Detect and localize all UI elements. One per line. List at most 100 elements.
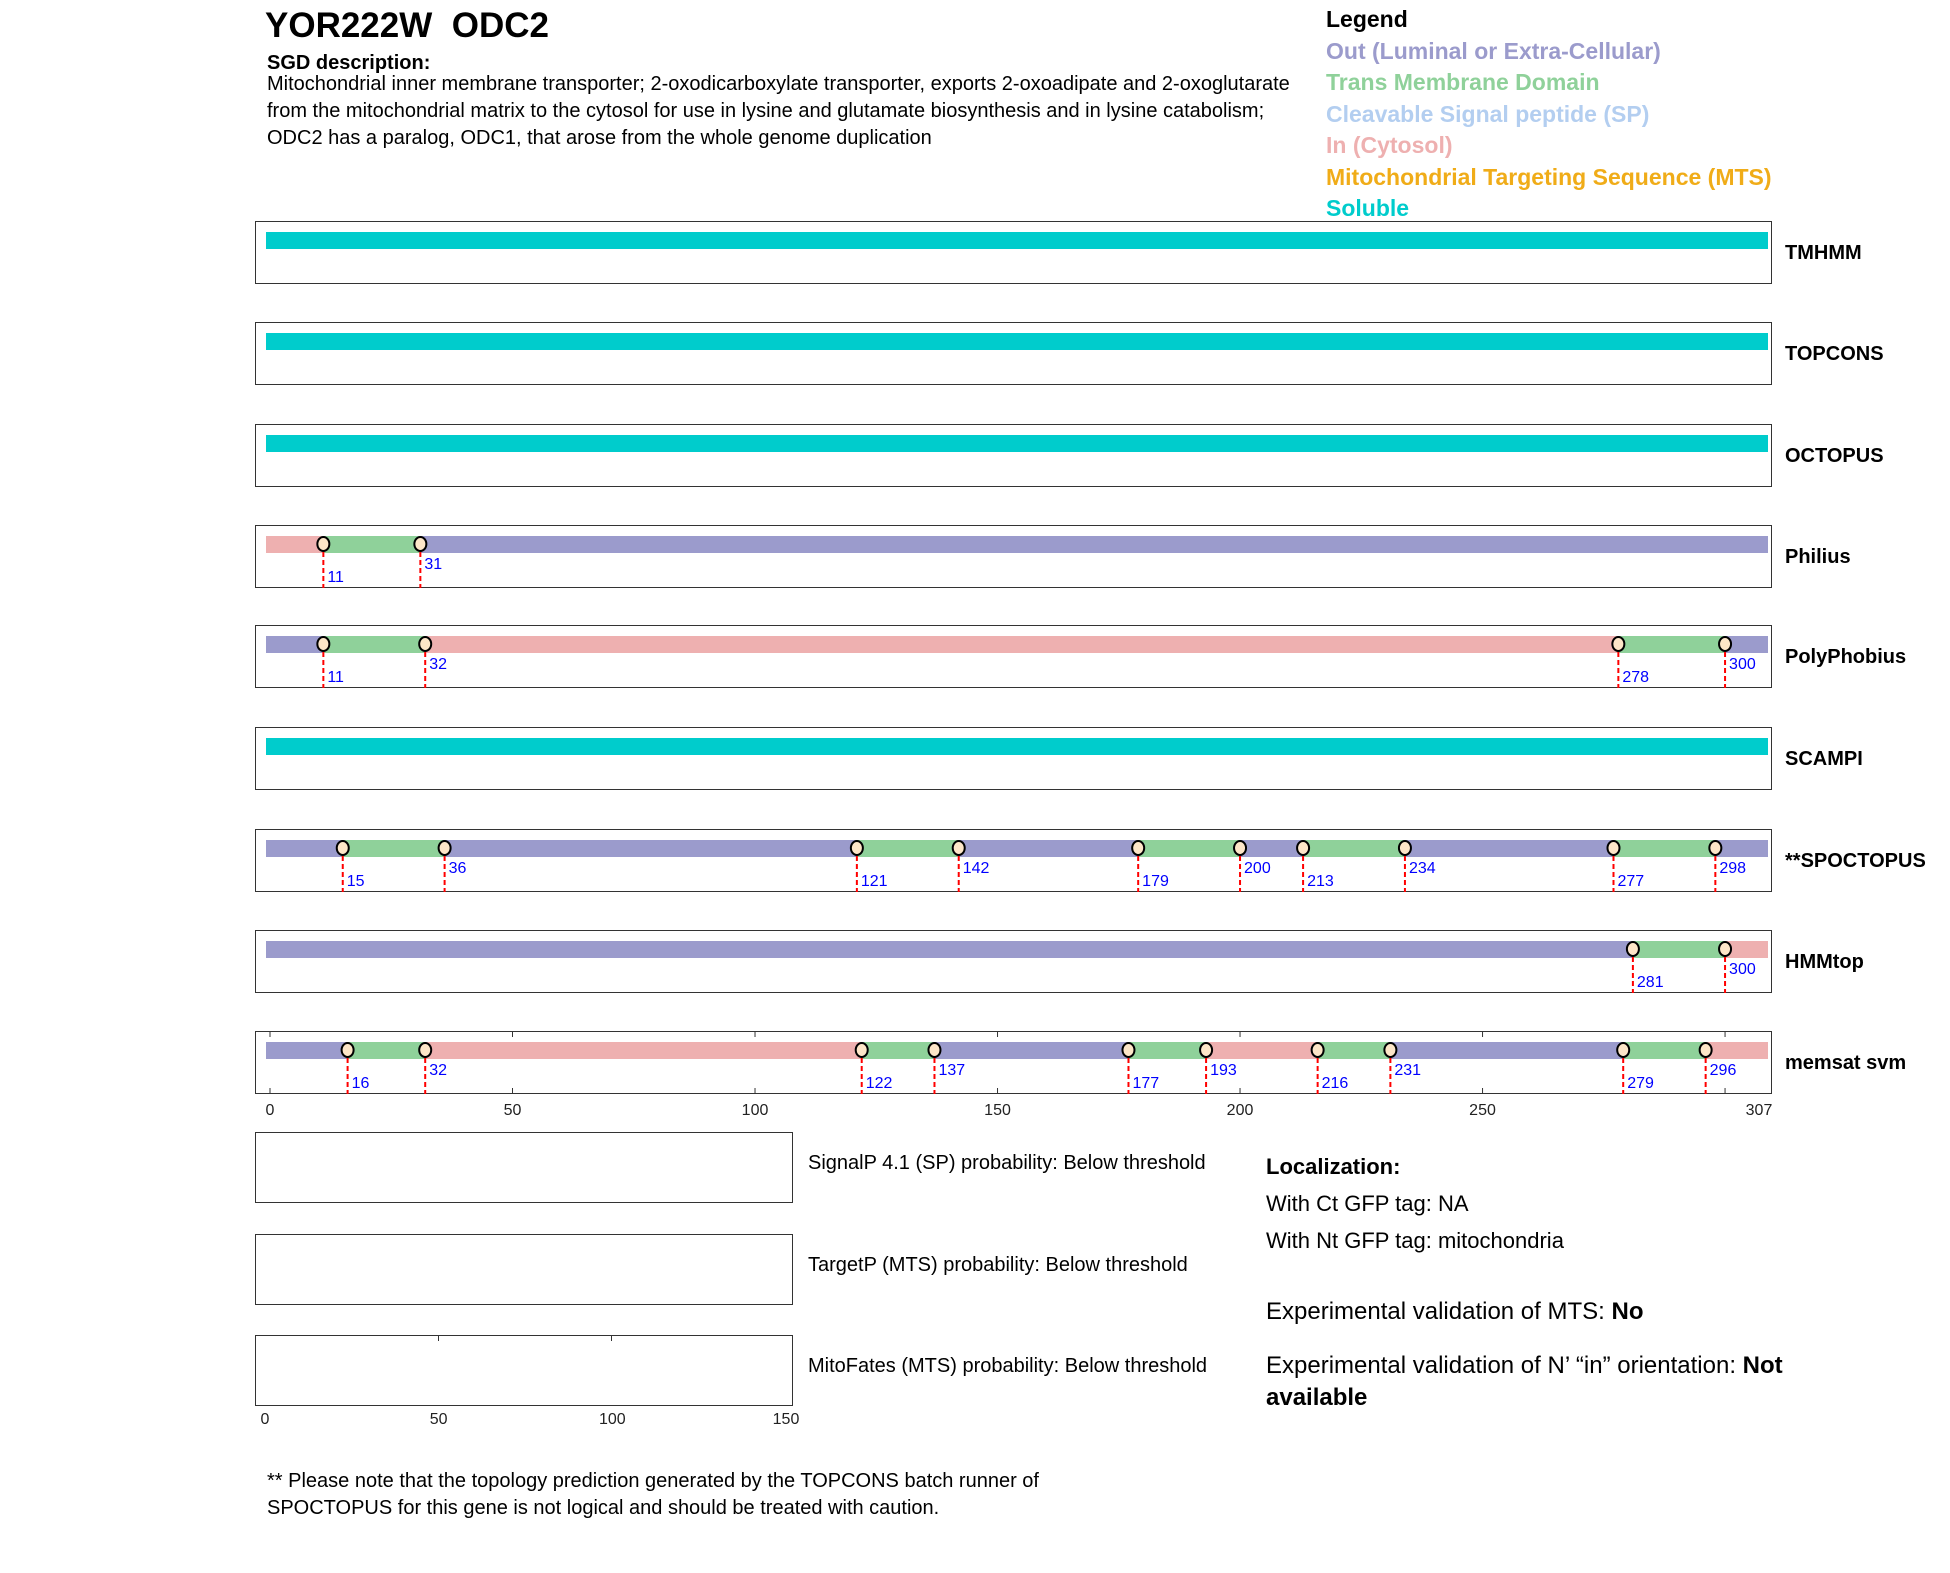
boundary-label: 36 [448,860,466,877]
boundary-marker [1717,940,1732,957]
boundary-label: 31 [424,556,442,573]
boundary-label: 300 [1729,656,1756,673]
boundary-marker [437,839,452,856]
boundary-label: 11 [327,669,344,686]
segment-tm [342,839,445,857]
segment-tm [861,1041,934,1059]
sgd-heading: SGD description: [267,52,431,74]
boundary-marker [951,839,966,856]
localization-heading: Localization: [1266,1154,1401,1179]
boundary-marker [1698,1041,1713,1058]
segment-out [265,1041,348,1059]
legend-item-tm: Trans Membrane Domain [1326,69,1600,95]
boundary-label: 179 [1142,873,1169,890]
segment-tm [1622,1041,1706,1059]
segment-tm [1617,635,1725,653]
axis-tick-label: 0 [265,1102,275,1119]
mts-validation-value: No [1611,1298,1644,1325]
caution-note: ** Please note that the topology predict… [267,1470,1039,1519]
boundary-marker [1120,1041,1135,1058]
axis-tick-label: 100 [741,1102,769,1119]
segment-tm [322,635,425,653]
track-panel-hmmtop: 281 300 [255,930,1772,993]
boundary-marker [1625,940,1640,957]
boundary-marker [1310,1041,1325,1058]
boundary-marker [1397,839,1412,856]
boundary-marker [412,535,427,552]
mts-validation-label: Experimental validation of MTS: [1266,1298,1612,1325]
track-label: Philius [1785,546,1851,568]
boundary-marker [1610,635,1625,652]
boundary-label: 122 [865,1075,892,1092]
boundary-label: 216 [1321,1075,1348,1092]
boundary-label: 279 [1627,1075,1654,1092]
segment-in [1205,1041,1318,1059]
sgd-description: Mitochondrial inner membrane transporter… [267,73,1290,149]
track-label: TMHMM [1785,242,1862,264]
boundary-label: 296 [1709,1062,1736,1079]
localization: Localization: With Ct GFP tag: NA With N… [1266,1148,1826,1414]
boundary-marker [417,635,432,652]
mts-validation: Experimental validation of MTS: No [1266,1293,1826,1330]
boundary-label: 137 [938,1062,965,1079]
boundary-marker [1130,839,1145,856]
axis-gridtick [437,1336,439,1341]
small-axis-tick-label: 0 [260,1411,270,1428]
track-panel-philius: 11 31 [255,525,1772,588]
legend-title: Legend [1326,6,1408,32]
boundary-marker [1707,839,1722,856]
segment-tm [1302,839,1405,857]
boundary-marker [1382,1041,1397,1058]
boundary-marker [340,1041,355,1058]
segment-tm [856,839,959,857]
boundary-label: 32 [429,656,447,673]
track-label: OCTOPUS [1785,445,1884,467]
segment-tm [1137,839,1240,857]
segment-out [444,839,857,857]
page-title: YOR222W ODC2 [265,6,549,45]
boundary-label: 193 [1210,1062,1237,1079]
track-panel-memsatsvm: 16 32 122 137 177 193 216 231 279 296 [255,1030,1772,1094]
probability-label: TargetP (MTS) probability: Below thresho… [808,1254,1188,1276]
probability-label: MitoFates (MTS) probability: Below thres… [808,1355,1208,1377]
segment-tm [1127,1041,1206,1059]
legend-item-in: In (Cytosol) [1326,132,1453,158]
boundary-label: 213 [1307,873,1334,890]
axis-gridtick [611,1336,613,1341]
nt-gfp: With Nt GFP tag: mitochondria [1266,1228,1564,1253]
boundary-label: 16 [351,1075,369,1092]
segment-in [424,1041,862,1059]
probability-label: SignalP 4.1 (SP) probability: Below thre… [808,1152,1206,1174]
boundary-marker [1605,839,1620,856]
boundary-label: 142 [962,860,989,877]
orientation-validation: Experimental validation of N’ “in” orien… [1266,1350,1826,1414]
legend-item-mts: Mitochondrial Targeting Sequence (MTS) [1326,163,1772,190]
boundary-marker [926,1041,941,1058]
boundary-label: 121 [860,873,887,890]
track-panel-scampi [255,727,1772,790]
segment-tm [347,1041,425,1059]
boundary-label: 234 [1408,860,1435,877]
ct-gfp: With Ct GFP tag: NA [1266,1191,1469,1216]
segment-in [424,635,1618,653]
segment-in [1724,940,1768,958]
axis-tick-label: 250 [1469,1102,1496,1119]
orientation-label: Experimental validation of N’ “in” orien… [1266,1352,1743,1379]
segment-out [1239,839,1303,857]
legend-item-out: Out (Luminal or Extra-Cellular) [1326,37,1661,64]
boundary-label: 281 [1636,974,1663,991]
boundary-label: 278 [1622,669,1649,686]
boundary-marker [417,1041,432,1058]
boundary-label: 11 [327,569,344,586]
segment-out [419,535,1768,553]
boundary-label: 15 [346,873,364,890]
probability-panel [255,1132,793,1203]
segment-sol [265,737,1768,755]
boundary-marker [1198,1041,1213,1058]
probability-panel [255,1335,793,1406]
probability-panel [255,1234,793,1305]
segment-out [1724,635,1768,653]
track-label: **SPOCTOPUS [1785,850,1926,872]
axis-tick-label: 307 [1745,1102,1773,1119]
boundary-marker [1232,839,1247,856]
